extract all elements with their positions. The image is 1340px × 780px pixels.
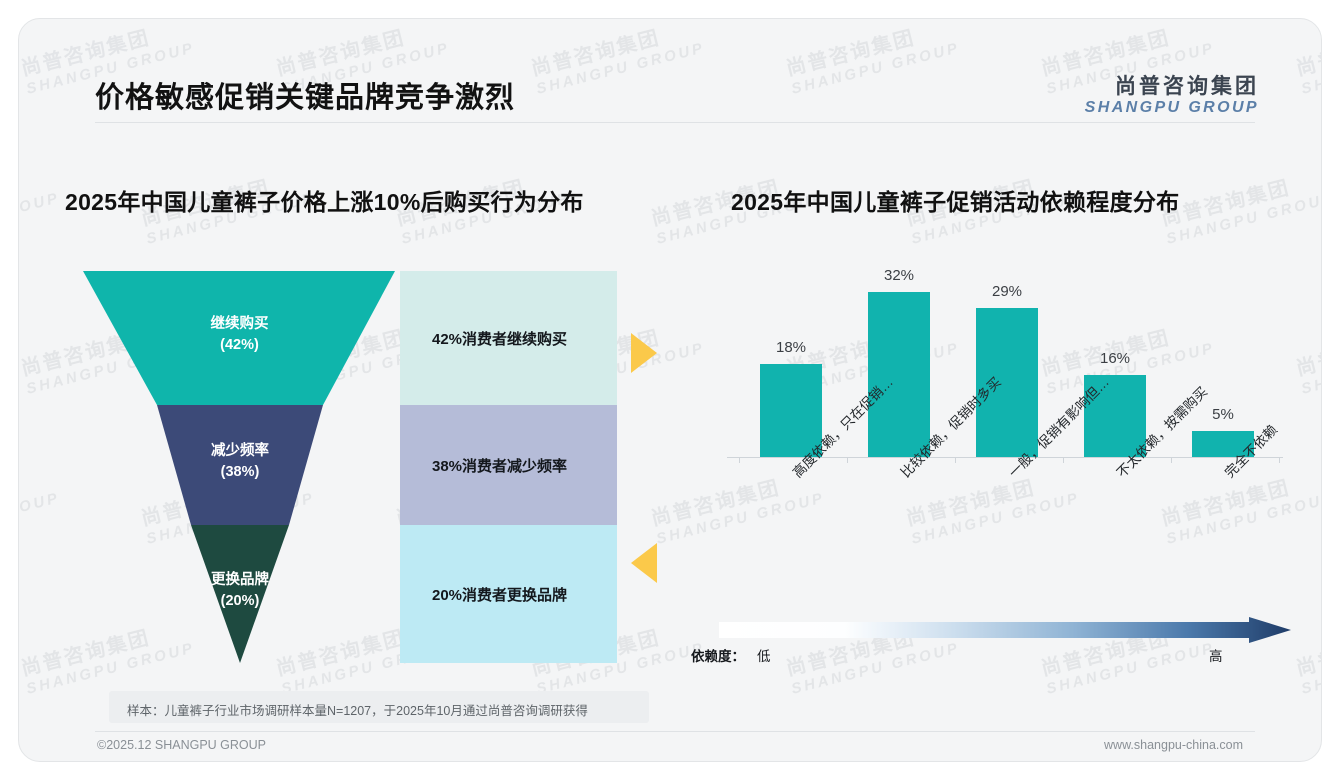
bar-column[interactable]: 29% [976, 277, 1038, 457]
funnel-note: 42%消费者继续购买 [432, 331, 568, 348]
bar-rect[interactable] [868, 292, 930, 457]
funnel-segment[interactable] [157, 405, 323, 525]
bar-value-label: 16% [1099, 349, 1131, 367]
footnote-box [109, 691, 649, 723]
bar-column[interactable]: 5% [1192, 277, 1254, 457]
axis-tick [847, 457, 848, 463]
bar-chart: 18% 32% 29% 16% 5% 高度依赖，只在促销… 比较依赖，促销时多买 一般，促销… [719, 267, 1289, 607]
funnel-svg [83, 271, 657, 663]
bar-column[interactable]: 18% [760, 277, 822, 457]
funnel-segment-value: (20%) [220, 592, 260, 609]
bar-rect[interactable] [760, 364, 822, 457]
funnel-note: 20%消费者更换品牌 [432, 587, 568, 604]
funnel-band [400, 405, 617, 525]
bar-value-label: 5% [1212, 406, 1234, 424]
brand-logo: 尚普咨询集团 SHANGPU GROUP [1085, 75, 1259, 116]
funnel-band [400, 271, 617, 405]
bar-value-label: 29% [991, 282, 1023, 300]
axis-tick [1279, 457, 1280, 463]
axis-tick [955, 457, 956, 463]
bar-value-label: 18% [775, 339, 807, 357]
bar-rect[interactable] [976, 307, 1038, 457]
funnel-segment-label: 减少频率 (38%) [170, 441, 310, 482]
slide-header: 价格敏感促销关键品牌竞争激烈 尚普咨询集团 SHANGPU GROUP [19, 19, 1321, 123]
funnel-segment-value: (38%) [220, 463, 260, 480]
footer-divider [95, 731, 1255, 732]
axis-tick [1171, 457, 1172, 463]
slide-canvas: 尚普咨询集团 SHANGPU GROUP 尚普咨询集团 SHANGPU GROUP 尚普… [18, 18, 1322, 762]
copyright-text: ©2025.12 SHANGPU GROUP [97, 738, 266, 752]
funnel-segment-name: 更换品牌 [211, 572, 269, 588]
funnel-segment-label: 更换品牌 (20%) [170, 570, 310, 611]
funnel-segment-name: 继续购买 [210, 316, 269, 332]
dependency-gradient-legend: 依赖度： 低 高 [691, 617, 1291, 675]
gradient-arrow-icon [719, 617, 1291, 643]
funnel-segment-label: 继续购买 (42%) [170, 314, 310, 355]
website-link[interactable]: www.shangpu-china.com [1104, 738, 1243, 752]
bar-value-label: 32% [883, 267, 915, 285]
funnel-segment[interactable] [83, 271, 395, 405]
bar-column[interactable]: 16% [1084, 277, 1146, 457]
funnel-note: 38%消费者减少频率 [432, 458, 568, 475]
axis-tick [1063, 457, 1064, 463]
right-chart-title: 2025年中国儿童裤子促销活动依赖程度分布 [731, 189, 1180, 215]
bar-rect[interactable] [1192, 431, 1254, 457]
bar-rect[interactable] [1084, 374, 1146, 457]
header-divider [95, 122, 1255, 123]
footnote-text: 样本：儿童裤子行业市场调研样本量N=1207，于2025年10月通过尚普咨询调研… [127, 704, 588, 718]
x-axis-line [727, 457, 1283, 458]
legend-low-label: 低 [757, 649, 771, 664]
page-title: 价格敏感促销关键品牌竞争激烈 [95, 82, 516, 114]
brand-logo-cn: 尚普咨询集团 [1115, 75, 1259, 98]
bar-column[interactable]: 32% [868, 267, 930, 457]
funnel-band [400, 525, 617, 663]
brand-logo-en: SHANGPU GROUP [1084, 98, 1259, 116]
legend-label: 依赖度： [691, 649, 745, 664]
play-left-triangle-icon [631, 543, 657, 583]
funnel-segment-name: 减少频率 [211, 443, 269, 459]
bar-series: 18% 32% 29% 16% 5% [737, 267, 1277, 457]
axis-tick [739, 457, 740, 463]
left-chart-title: 2025年中国儿童裤子价格上涨10%后购买行为分布 [65, 189, 584, 215]
funnel-segment[interactable] [191, 525, 289, 663]
funnel-segment-value: (42%) [220, 336, 259, 353]
play-right-triangle-icon [631, 333, 657, 373]
funnel-chart: 继续购买 (42%) 42%消费者继续购买减少频率 (38%) 38%消费者减少频率更换… [65, 271, 665, 663]
legend-high-label: 高 [1209, 649, 1223, 664]
